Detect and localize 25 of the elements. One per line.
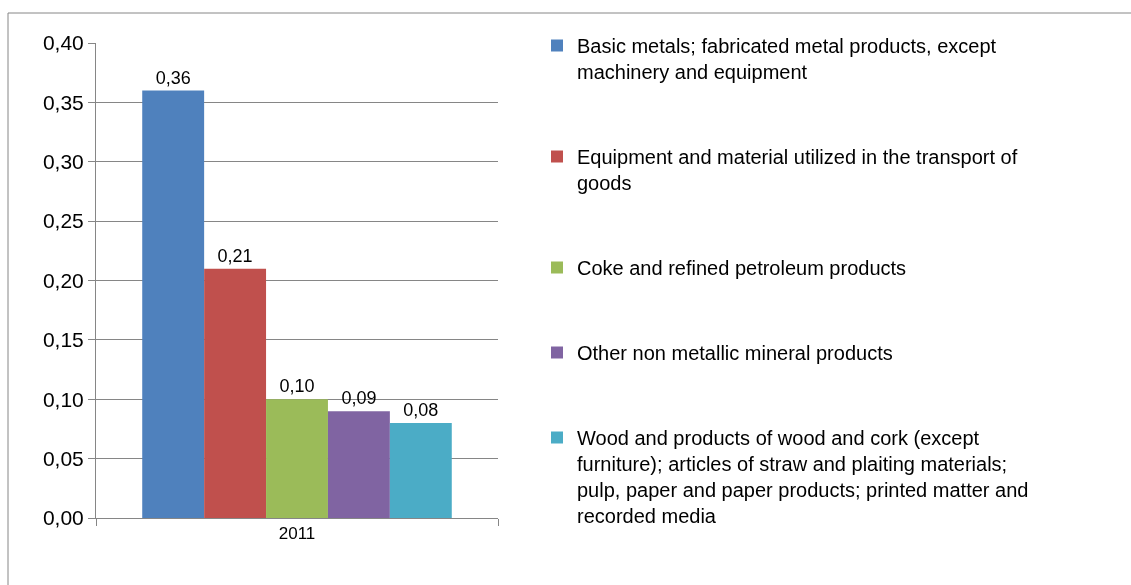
data-label: 0,09 [341,388,377,409]
y-tick-label: 0,20 [42,268,84,292]
y-tick-label: 0,00 [42,506,84,530]
y-tick-label: 0,35 [42,90,84,114]
legend-label: Wood and products of wood and cork (except furniture); articles of straw and plaiting materials; pulp, paper and paper products; printed matter and recorded media [577,427,1029,528]
bar [389,423,452,518]
y-tick-label: 0,40 [42,31,84,55]
data-label: 0,10 [279,376,315,397]
bar [266,399,328,518]
legend-label: Other non metallic mineral products [577,342,893,365]
data-label: 0,21 [217,245,253,266]
legend-label: Equipment and material utilized in the transport of goods [577,146,1018,195]
y-tick-label: 0,05 [42,446,84,470]
y-tick-label: 0,30 [42,150,84,174]
legend-label: Coke and refined petroleum products [577,257,907,280]
data-label: 0,36 [155,67,191,88]
x-tick-label: 2011 [278,524,316,544]
y-tick-label: 0,10 [42,387,84,411]
y-tick-label: 0,25 [42,209,84,233]
legend-label: Basic metals; fabricated metal products, except machinery and equipment [577,35,997,84]
bar [142,90,205,518]
data-label: 0,08 [403,400,439,420]
y-tick-label: 0,15 [42,328,84,352]
bar [327,411,390,518]
bar [204,268,267,518]
